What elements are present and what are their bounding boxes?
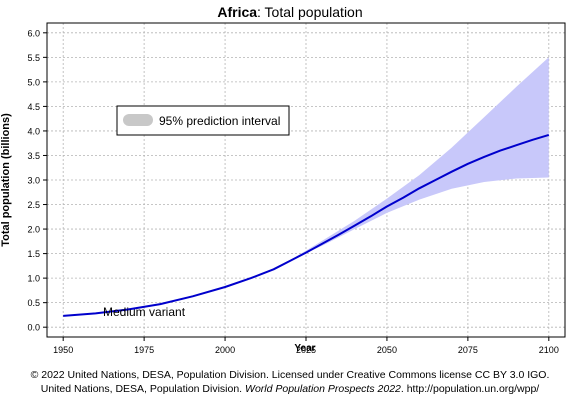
footer-citation-url: . http://population.un.org/wpp/ xyxy=(400,383,540,395)
y-tick-label: 5.0 xyxy=(27,77,40,87)
x-tick-label: 1950 xyxy=(53,345,73,355)
x-tick-label: 1975 xyxy=(134,345,154,355)
prediction-interval-area xyxy=(296,57,549,258)
footer-citation: United Nations, DESA, Population Divisio… xyxy=(0,383,580,396)
y-tick-label: 3.5 xyxy=(27,151,40,161)
legend: 95% prediction interval xyxy=(116,105,290,136)
chart-title-rest: : Total population xyxy=(257,4,363,20)
y-axis-label: Total population (billions) xyxy=(0,113,12,247)
x-tick-label: 2000 xyxy=(215,345,235,355)
legend-label: 95% prediction interval xyxy=(159,114,280,128)
chart-title: Africa: Total population xyxy=(217,4,362,20)
series-line-medium-variant xyxy=(63,133,550,317)
y-tick-label: 2.5 xyxy=(27,200,40,210)
y-tick-label: 6.0 xyxy=(27,28,40,38)
series-lines xyxy=(63,133,550,317)
x-tick-label: 2025 xyxy=(296,345,316,355)
footer-citation-title: World Population Prospects 2022 xyxy=(245,383,401,395)
y-axis-ticks: 0.0 0.5 1.0 1.5 2.0 2.5 3.0 3.5 4.0 4.5 5.0 5.5 6.0 xyxy=(27,28,47,333)
y-tick-label: 1.5 xyxy=(27,249,40,259)
y-tick-label: 1.0 xyxy=(27,274,40,284)
series-annotation-medium-variant: Medium variant xyxy=(103,305,186,319)
x-tick-label: 2075 xyxy=(458,345,478,355)
chart-title-region: Africa xyxy=(217,4,257,20)
x-axis-ticks: 1950 1975 2000 2025 2050 2075 2100 xyxy=(53,337,559,355)
y-tick-label: 4.5 xyxy=(27,102,40,112)
x-tick-label: 2100 xyxy=(539,345,559,355)
legend-swatch xyxy=(123,114,153,126)
footer-license: © 2022 United Nations, DESA, Population … xyxy=(30,369,550,381)
y-tick-label: 0.0 xyxy=(27,323,40,333)
y-tick-label: 3.0 xyxy=(27,176,40,186)
x-tick-label: 2050 xyxy=(377,345,397,355)
x-axis-label: Year xyxy=(294,343,315,354)
y-tick-label: 0.5 xyxy=(27,298,40,308)
prediction-interval-band xyxy=(296,57,549,258)
y-tick-label: 2.0 xyxy=(27,225,40,235)
y-tick-label: 4.0 xyxy=(27,126,40,136)
y-tick-label: 5.5 xyxy=(27,53,40,63)
footer-citation-org: United Nations, DESA, Population Divisio… xyxy=(40,383,246,395)
